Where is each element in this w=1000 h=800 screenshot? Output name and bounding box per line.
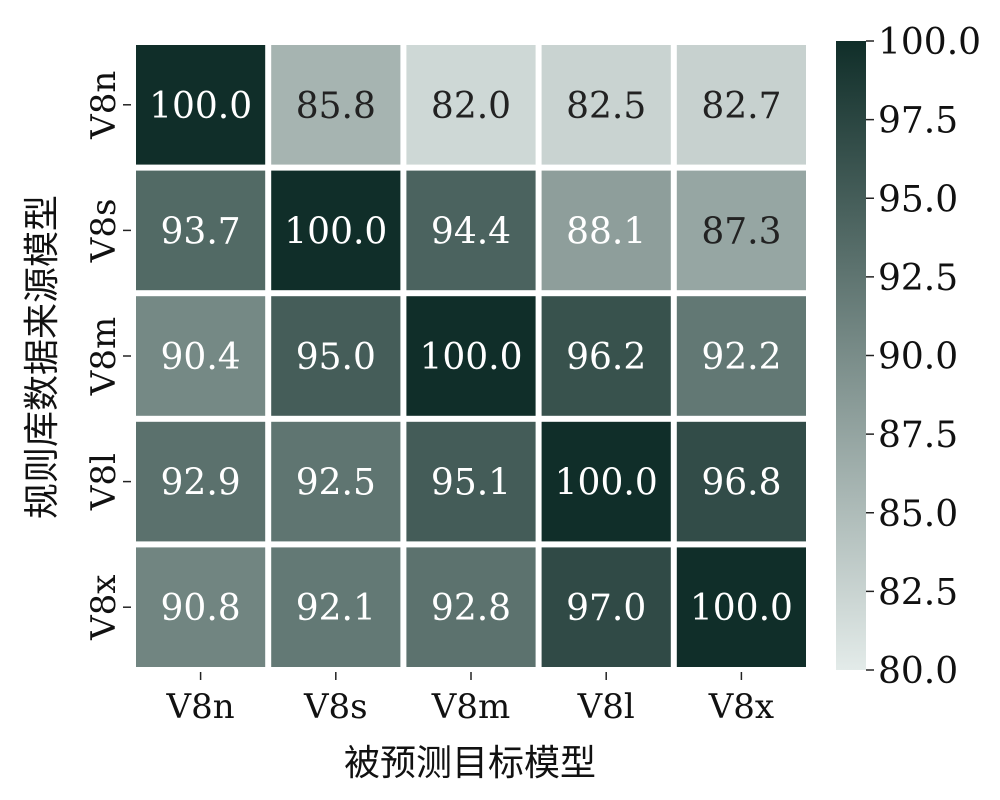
x-tick-label: V8x <box>708 687 774 727</box>
y-axis-title: 规则库数据来源模型 <box>22 195 63 519</box>
x-axis: V8n V8s V8m V8l V8x <box>166 672 774 727</box>
colorbar-tick-label: 95.0 <box>878 179 958 220</box>
cell-value-label: 90.8 <box>161 588 241 629</box>
colorbar: 80.0 82.5 85.0 87.5 90.0 92.5 95.0 97.5 100.0 <box>836 22 981 692</box>
cell-value-label: 100.0 <box>419 337 522 378</box>
colorbar-tick-label: 82.5 <box>878 572 958 613</box>
cell-value-label: 96.2 <box>566 337 646 378</box>
colorbar-gradient <box>836 41 866 670</box>
y-axis: V8n V8s V8m V8l V8x <box>84 71 131 641</box>
heatmap-cell <box>676 296 806 416</box>
cell-value-label: 85.8 <box>296 86 376 127</box>
heatmap-cell <box>271 421 401 542</box>
cell-value-label: 92.2 <box>701 337 781 378</box>
heatmap-cell <box>676 170 806 291</box>
colorbar-tick-label: 100.0 <box>878 22 981 63</box>
colorbar-tick-label: 97.5 <box>878 101 958 142</box>
cell-value-label: 100.0 <box>149 86 252 127</box>
heatmap-cell <box>406 547 536 667</box>
heatmap-cell <box>541 421 671 542</box>
heatmap-cell <box>406 45 536 165</box>
heatmap-cell <box>676 547 806 667</box>
heatmap-cell <box>271 45 401 165</box>
heatmap-cells: 100.0 85.8 82.0 82.5 82.7 93.7 100.0 94.4 88.1 87… <box>136 45 806 667</box>
cell-value-label: 92.5 <box>296 463 376 504</box>
cell-value-label: 96.8 <box>701 463 781 504</box>
cell-value-label: 100.0 <box>555 463 658 504</box>
heatmap-cell <box>406 296 536 416</box>
cell-value-label: 100.0 <box>284 211 387 252</box>
cell-value-label: 100.0 <box>690 588 793 629</box>
y-tick-label: V8m <box>84 317 124 396</box>
cell-value-label: 92.9 <box>161 463 241 504</box>
heatmap-cell <box>406 170 536 291</box>
cell-value-label: 92.1 <box>296 588 376 629</box>
colorbar-tick-label: 87.5 <box>878 415 958 456</box>
heatmap-cell <box>541 296 671 416</box>
x-tick-label: V8l <box>577 687 635 727</box>
colorbar-tick-label: 85.0 <box>878 494 958 535</box>
heatmap-cell <box>406 421 536 542</box>
cell-value-label: 95.0 <box>296 337 376 378</box>
y-tick-label: V8x <box>84 575 124 641</box>
heatmap-cell <box>541 170 671 291</box>
heatmap-cell <box>136 45 266 165</box>
cell-value-label: 93.7 <box>161 211 241 252</box>
cell-value-label: 97.0 <box>566 588 646 629</box>
heatmap-cell <box>541 45 671 165</box>
heatmap-cell <box>136 547 266 667</box>
heatmap-cell <box>676 421 806 542</box>
cell-value-label: 82.7 <box>701 86 781 127</box>
y-tick-label: V8n <box>84 71 124 140</box>
y-tick-label: V8l <box>84 453 124 511</box>
y-tick-label: V8s <box>84 199 124 264</box>
heatmap-cell <box>541 547 671 667</box>
colorbar-tick-label: 90.0 <box>878 337 958 378</box>
cell-value-label: 90.4 <box>161 337 241 378</box>
heatmap-cell <box>136 296 266 416</box>
heatmap-cell <box>136 170 266 291</box>
heatmap-cell <box>271 296 401 416</box>
cell-value-label: 92.8 <box>431 588 511 629</box>
x-tick-label: V8s <box>303 687 368 727</box>
cell-value-label: 82.5 <box>566 86 646 127</box>
colorbar-tick-label: 92.5 <box>878 258 958 299</box>
x-tick-label: V8m <box>431 687 510 727</box>
heatmap-cell <box>676 45 806 165</box>
cell-value-label: 88.1 <box>566 211 646 252</box>
cell-value-label: 95.1 <box>431 463 511 504</box>
cell-value-label: 87.3 <box>701 211 781 252</box>
cell-value-label: 82.0 <box>431 86 511 127</box>
x-tick-label: V8n <box>166 687 235 727</box>
heatmap-cell <box>271 547 401 667</box>
heatmap-cell <box>136 421 266 542</box>
colorbar-tick-label: 80.0 <box>878 651 958 692</box>
x-axis-title: 被预测目标模型 <box>344 743 596 784</box>
heatmap-cell <box>271 170 401 291</box>
cell-value-label: 94.4 <box>431 211 511 252</box>
